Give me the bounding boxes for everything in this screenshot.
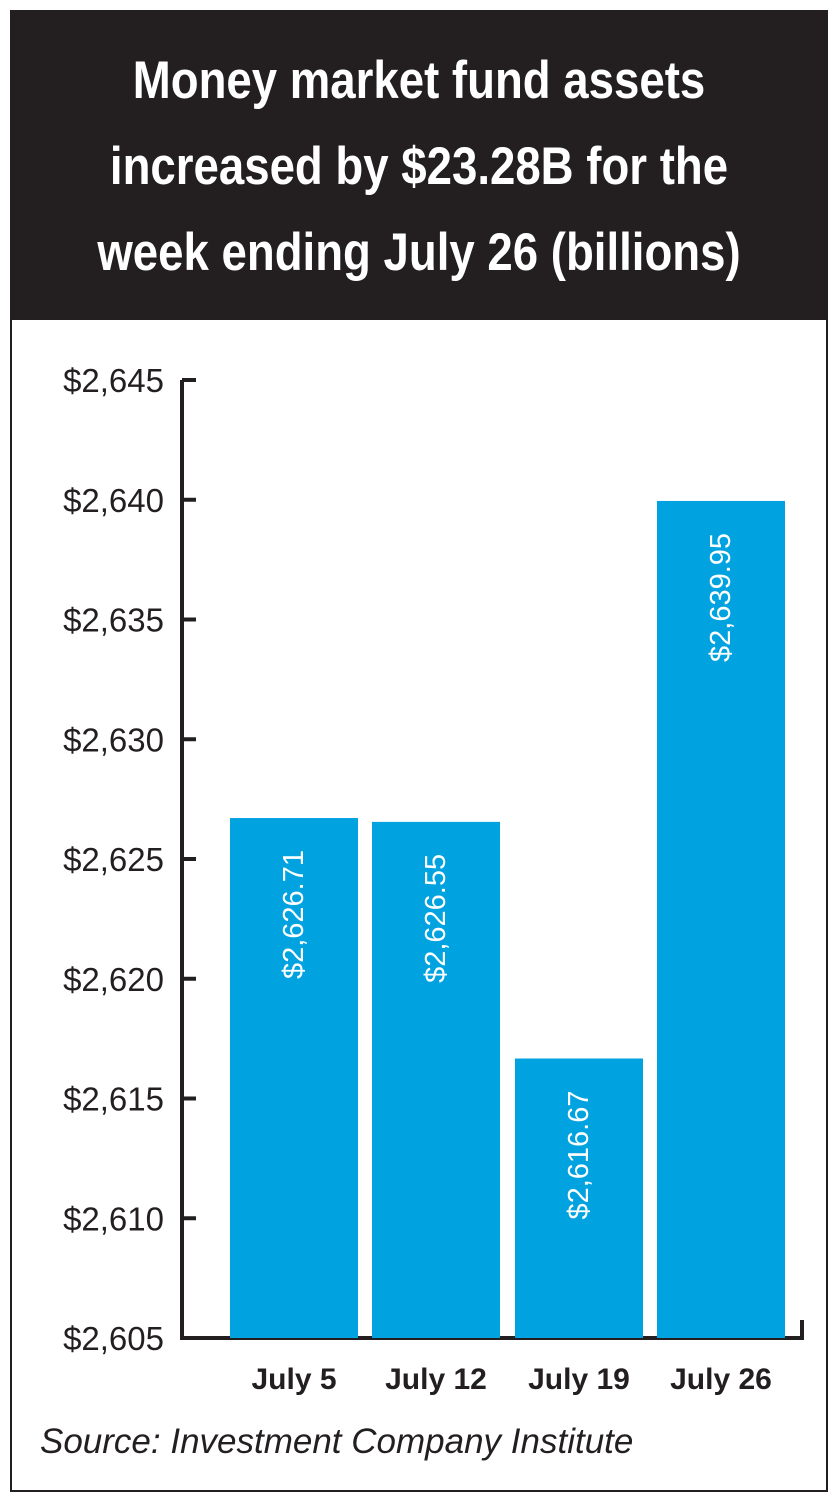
x-category-label: July 26 (670, 1363, 772, 1396)
bar (230, 818, 358, 1338)
chart-title-line-1: Money market fund assets (132, 51, 706, 110)
y-tick-label: $2,625 (63, 841, 164, 878)
bar-value-label: $2,626.71 (278, 850, 310, 979)
y-tick-label: $2,635 (63, 602, 164, 639)
y-tick-label: $2,620 (63, 961, 164, 998)
bar-value-label: $2,626.55 (420, 854, 452, 983)
y-tick-label: $2,640 (63, 482, 164, 519)
bar (515, 1058, 643, 1338)
bar-value-label: $2,639.95 (705, 533, 737, 662)
chart-header: Money market fund assets increased by $2… (12, 12, 826, 320)
x-category-label: July 12 (385, 1363, 487, 1396)
source-note: Source: Investment Company Institute (40, 1422, 634, 1461)
bar-value-label: $2,616.67 (563, 1091, 595, 1220)
x-category-label: July 5 (251, 1363, 336, 1396)
chart-title-line-2: increased by $23.28B for the (109, 137, 729, 196)
y-tick-label: $2,630 (63, 721, 164, 758)
y-tick-label: $2,605 (63, 1320, 164, 1357)
y-tick-label: $2,615 (63, 1081, 164, 1118)
bar (657, 500, 785, 1338)
x-category-label: July 19 (528, 1363, 630, 1396)
chart-title-line-3: week ending July 26 (billions) (97, 223, 741, 282)
bar (372, 821, 500, 1338)
bar-chart: $2,645 $2,640 $2,635 $2,630 $2,625 $2,620 $2,6… (63, 362, 804, 1396)
y-tick-label: $2,610 (63, 1200, 164, 1237)
y-tick-label: $2,645 (63, 362, 164, 399)
